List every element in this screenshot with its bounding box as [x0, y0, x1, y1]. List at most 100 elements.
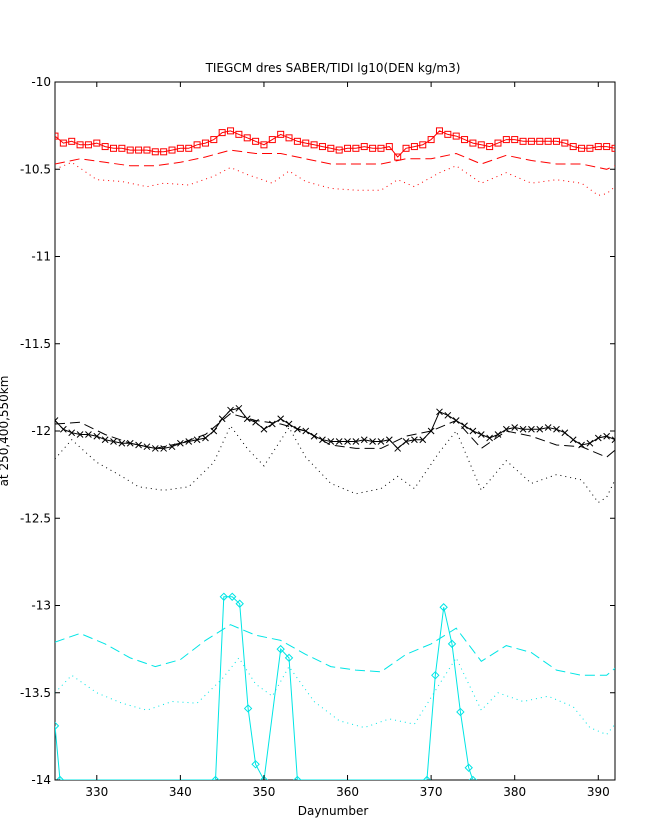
series-tiegcm-250-point-19	[210, 136, 218, 144]
series-tiegcm-400-point-13-b	[160, 445, 168, 452]
series-tiegcm-250-point-15	[176, 144, 184, 152]
series-msis-400	[55, 413, 615, 458]
series-tiegcm-250-point-63	[578, 144, 586, 152]
series-tiegcm-550-point-2	[211, 775, 220, 780]
series-tiegcm-550-point-16	[456, 707, 465, 717]
series-tiegcm-250-point-48	[452, 132, 460, 140]
series-tiegcm-400-point-3	[76, 431, 84, 438]
series-tiegcm-250-point-0	[55, 132, 59, 140]
series-drag-400	[55, 424, 615, 504]
series-tiegcm-400-point-40	[385, 436, 393, 444]
series-tiegcm-400-point-65-b	[594, 434, 602, 442]
series-tiegcm-400-point-41-b	[394, 445, 402, 452]
series-tiegcm-250-point-26	[268, 136, 276, 144]
series-tiegcm-250-point-6	[101, 143, 109, 151]
series-tiegcm-250-point-29	[293, 137, 301, 145]
series-tiegcm-400-point-6	[101, 436, 109, 444]
series-tiegcm-250-point-12	[151, 148, 159, 156]
series-tiegcm-250-point-4	[84, 141, 92, 149]
series-tiegcm-400-point-23-b	[243, 415, 251, 423]
series-tiegcm-400-point-8-b	[118, 439, 126, 447]
series-tiegcm-250-point-9	[126, 146, 134, 154]
series-tiegcm-400-point-7	[110, 438, 117, 445]
series-tiegcm-250-point-55	[511, 136, 519, 144]
series-tiegcm-250-point-8	[118, 144, 126, 152]
series-tiegcm-400-point-27-b	[277, 415, 285, 423]
series-tiegcm-400-point-23	[243, 415, 251, 423]
series-tiegcm-250-point-54	[502, 136, 510, 144]
y-tick-label-8: -10	[31, 75, 51, 89]
y-tick-label-1: -13.5	[20, 686, 51, 700]
series-tiegcm-550-point-10	[284, 653, 294, 663]
series-tiegcm-400-point-60-b	[553, 425, 560, 433]
series-tiegcm-250-point-33	[327, 144, 335, 152]
series-tiegcm-400-point-27	[277, 415, 285, 423]
series-tiegcm-400-point-56-b	[519, 425, 527, 433]
series-tiegcm-400-point-51	[477, 431, 485, 438]
series-tiegcm-250-point-42	[402, 144, 410, 152]
series-tiegcm-250-point-60	[552, 137, 560, 145]
series-tiegcm-250-point-65	[594, 143, 602, 151]
series-tiegcm-400-point-13	[160, 445, 168, 452]
x-tick-label-5: 380	[503, 785, 526, 799]
ticks-layer: 330 340 350 360 370 380 390 -14 -13.5 -13 -12.5 -12…	[20, 75, 615, 799]
series-tiegcm-550-point-18	[468, 775, 478, 780]
series-tiegcm-550-point-14	[439, 603, 448, 612]
y-tick-label-4: -12	[31, 424, 51, 438]
series-tiegcm-250-point-66	[603, 143, 611, 151]
series-tiegcm-400-point-62	[569, 436, 577, 444]
series-tiegcm-400-point-37-b	[360, 436, 368, 444]
series-tiegcm-250-point-22	[235, 130, 243, 138]
series-tiegcm-250-point-31	[310, 141, 318, 149]
chart-title: TIEGCM dres SABER/TIDI lg10(DEN kg/m3)	[205, 61, 461, 75]
series-tiegcm-400-point-42	[402, 438, 410, 445]
series-msis-550	[55, 624, 615, 676]
series-tiegcm-550-point-8	[259, 775, 269, 780]
series-tiegcm-400-point-4	[85, 431, 92, 438]
series-tiegcm-250-point-5	[93, 139, 101, 147]
series-tiegcm-550-point-15	[447, 639, 457, 649]
series-tiegcm-400-point-36-b	[352, 438, 360, 445]
series-tiegcm-250-point-47	[444, 130, 452, 138]
series-msis-550-line	[55, 624, 615, 676]
series-tiegcm-400-point-21	[227, 406, 234, 414]
series-tiegcm-400-point-40-b	[385, 436, 393, 444]
series-tiegcm-250-point-17	[193, 141, 201, 149]
series-tiegcm-550-point-11	[293, 775, 302, 780]
series-tiegcm-400-point-52	[486, 434, 493, 442]
series-tiegcm-400-point-44-b	[419, 436, 427, 444]
series-tiegcm-250-point-25	[260, 141, 268, 149]
series-tiegcm-400-point-39	[377, 438, 385, 445]
series-tiegcm-400-point-34	[335, 438, 343, 445]
series-tiegcm-550-point-0	[55, 721, 60, 731]
series-tiegcm-400-point-57	[528, 425, 535, 433]
series-tiegcm-400-point-5	[93, 432, 101, 440]
series-tiegcm-550-point-6	[243, 704, 253, 713]
series-tiegcm-400-point-66-b	[603, 432, 610, 440]
series-tiegcm-400-point-20-b	[218, 415, 226, 423]
series-tiegcm-550-point-3	[219, 592, 229, 601]
series-tiegcm-250-point-18	[201, 139, 209, 147]
series-tiegcm-400-point-58	[536, 425, 544, 433]
series-tiegcm-400-point-25-b	[260, 425, 268, 433]
series-tiegcm-400-point-35-b	[344, 438, 351, 445]
series-tiegcm-400-point-43-b	[411, 436, 418, 444]
series-tiegcm-250-point-13	[160, 148, 168, 156]
series-msis-250-line	[55, 149, 615, 170]
y-tick-label-0: -14	[31, 773, 51, 787]
series-tiegcm-400-point-52-b	[486, 434, 493, 442]
series-tiegcm-250-point-53	[494, 139, 502, 147]
series-tiegcm-400-point-67-b	[611, 439, 615, 444]
series-tiegcm-400-point-35	[344, 438, 351, 445]
series-tiegcm-400-point-3-b	[76, 431, 84, 438]
series-tiegcm-250-point-67	[611, 144, 615, 152]
series-tiegcm-400-point-0-b	[55, 417, 59, 422]
series-tiegcm-400-point-1-b	[60, 425, 67, 433]
series-tiegcm-400-point-6-b	[101, 436, 109, 444]
series-tiegcm-250-point-11	[143, 146, 151, 154]
y-axis-label: at 250,400,550km	[0, 376, 11, 487]
series-tiegcm-400-point-30-b	[302, 427, 310, 435]
series-tiegcm-400-point-55-b	[511, 424, 519, 431]
series-tiegcm-400-point-0-a	[55, 419, 59, 424]
series-tiegcm-250-point-35	[344, 144, 352, 152]
